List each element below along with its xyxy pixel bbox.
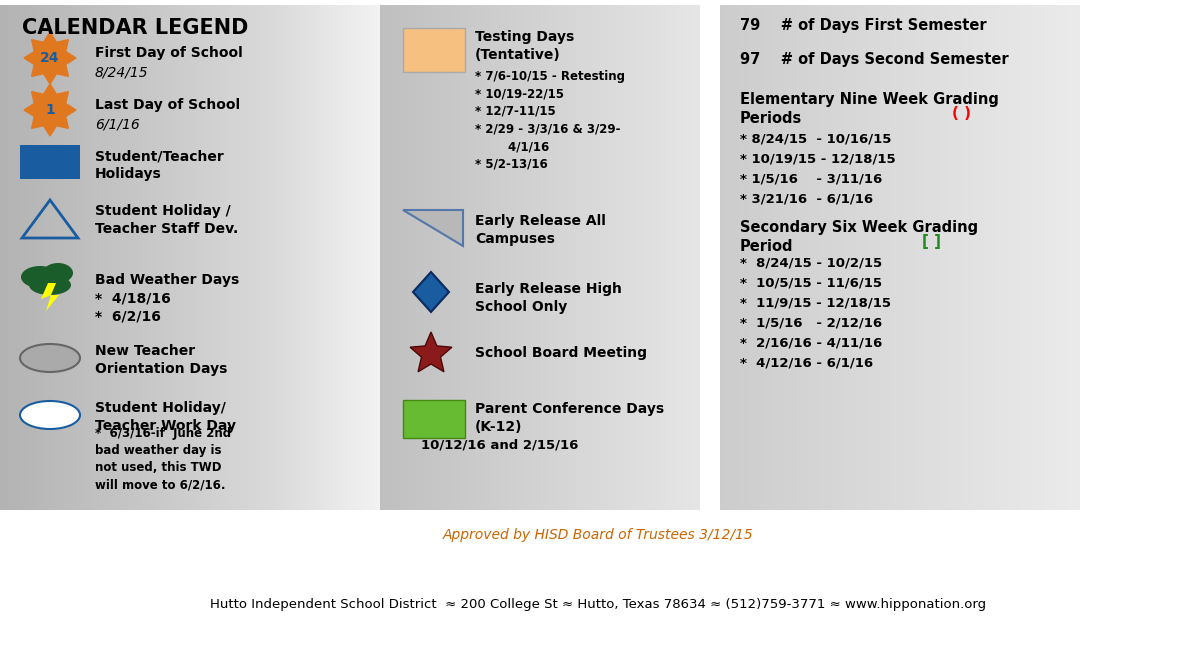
Text: CALENDAR LEGEND: CALENDAR LEGEND [22,18,248,38]
Text: *  11/9/15 - 12/18/15: * 11/9/15 - 12/18/15 [740,296,891,309]
Text: * 8/24/15  - 10/16/15: * 8/24/15 - 10/16/15 [740,133,892,146]
Text: 10/12/16 and 2/15/16: 10/12/16 and 2/15/16 [421,438,578,451]
Bar [403,400,464,438]
Text: 97    # of Days Second Semester: 97 # of Days Second Semester [740,52,1009,67]
Polygon shape [403,210,463,246]
Text: * 7/6-10/15 - Retesting
* 10/19-22/15
* 12/7-11/15
* 2/29 - 3/3/16 & 3/29-
     : * 7/6-10/15 - Retesting * 10/19-22/15 * … [475,70,625,171]
Text: *  4/18/16
*  6/2/16: * 4/18/16 * 6/2/16 [95,291,171,323]
Text: * 10/19/15 - 12/18/15: * 10/19/15 - 12/18/15 [740,153,895,166]
Text: * 3/21/16  - 6/1/16: * 3/21/16 - 6/1/16 [740,193,873,206]
Text: Elementary Nine Week Grading
Periods: Elementary Nine Week Grading Periods [740,92,998,126]
Text: Secondary Six Week Grading
Period: Secondary Six Week Grading Period [740,220,978,254]
Polygon shape [41,283,59,311]
Bar [20,145,80,179]
Text: *  1/5/16   - 2/12/16: * 1/5/16 - 2/12/16 [740,316,882,329]
Ellipse shape [29,275,71,295]
Text: Testing Days
(Tentative): Testing Days (Tentative) [475,30,575,62]
Text: Last Day of School: Last Day of School [95,98,241,112]
Text: Early Release All
Campuses: Early Release All Campuses [475,214,606,247]
Text: * 1/5/16    - 3/11/16: * 1/5/16 - 3/11/16 [740,173,882,186]
Text: 1: 1 [45,103,55,117]
Text: *  10/5/15 - 11/6/15: * 10/5/15 - 11/6/15 [740,276,882,289]
Polygon shape [411,332,452,372]
Text: *  6/3/16-if  June 2nd
bad weather day is
not used, this TWD
will move to 6/2/16: * 6/3/16-if June 2nd bad weather day is … [95,427,231,491]
Ellipse shape [20,401,80,429]
Text: *  8/24/15 - 10/2/15: * 8/24/15 - 10/2/15 [740,256,882,269]
Text: 24: 24 [41,51,60,65]
Text: Bad Weather Days: Bad Weather Days [95,273,239,287]
Text: 6/1/16: 6/1/16 [95,117,140,131]
Bar [403,28,464,72]
Ellipse shape [43,263,73,283]
Polygon shape [24,84,75,136]
Text: Student Holiday /
Teacher Staff Dev.: Student Holiday / Teacher Staff Dev. [95,204,238,237]
Text: *  2/16/16 - 4/11/16: * 2/16/16 - 4/11/16 [740,336,882,349]
Text: Student Holiday/
Teacher Work Day: Student Holiday/ Teacher Work Day [95,401,236,433]
Text: New Teacher
Orientation Days: New Teacher Orientation Days [95,344,227,376]
Text: *  4/12/16 - 6/1/16: * 4/12/16 - 6/1/16 [740,356,873,369]
Text: ( ): ( ) [952,106,971,121]
Text: School Board Meeting: School Board Meeting [475,346,648,360]
Text: Parent Conference Days
(K-12): Parent Conference Days (K-12) [475,402,664,434]
Polygon shape [24,32,75,84]
Text: Approved by HISD Board of Trustees 3/12/15: Approved by HISD Board of Trustees 3/12/… [443,528,753,542]
Polygon shape [413,272,449,312]
Text: 79    # of Days First Semester: 79 # of Days First Semester [740,18,986,33]
Ellipse shape [20,344,80,372]
Text: First Day of School: First Day of School [95,46,243,60]
Ellipse shape [22,266,59,288]
Text: Early Release High
School Only: Early Release High School Only [475,282,622,314]
Text: 8/24/15: 8/24/15 [95,65,148,79]
Text: [ ]: [ ] [922,234,941,249]
Text: Student/Teacher
Holidays: Student/Teacher Holidays [95,149,224,181]
Text: Hutto Independent School District  ≈ 200 College St ≈ Hutto, Texas 78634 ≈ (512): Hutto Independent School District ≈ 200 … [209,598,986,611]
